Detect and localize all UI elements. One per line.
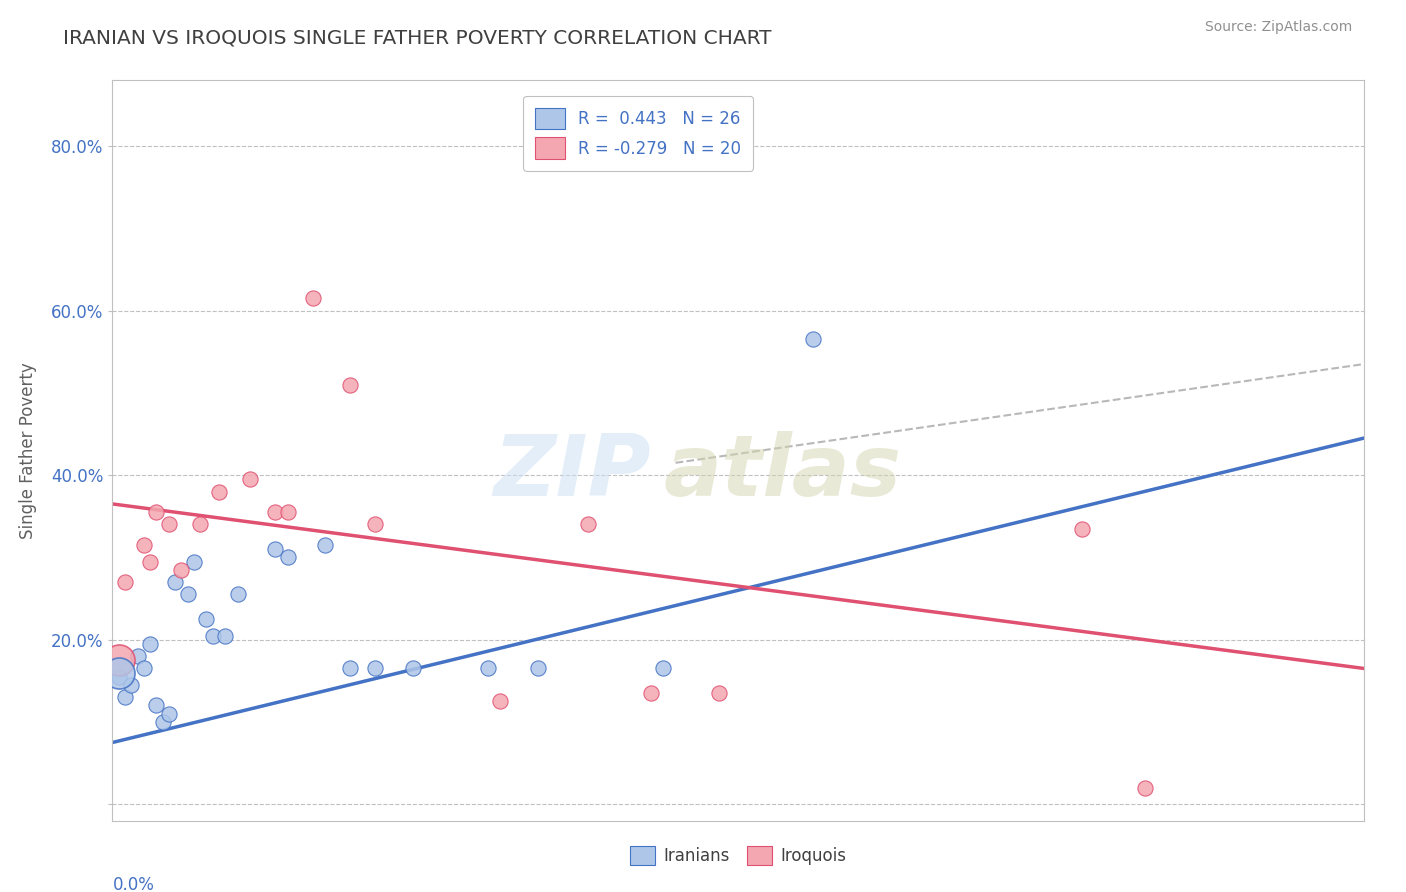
Point <box>364 661 387 675</box>
Point <box>114 690 136 705</box>
Point <box>183 554 205 569</box>
Text: ZIP: ZIP <box>494 431 651 514</box>
Point <box>132 661 155 675</box>
Text: Source: ZipAtlas.com: Source: ZipAtlas.com <box>1205 20 1353 34</box>
Point <box>107 670 129 684</box>
Point <box>1071 522 1094 536</box>
Point <box>640 686 662 700</box>
Point <box>157 706 180 721</box>
Point <box>277 550 299 565</box>
Point <box>214 628 236 642</box>
Point <box>120 678 142 692</box>
Point <box>107 653 129 667</box>
Point <box>127 649 149 664</box>
Point <box>339 661 361 675</box>
Point <box>157 517 180 532</box>
Point <box>527 661 550 675</box>
Point <box>195 612 218 626</box>
Point <box>208 484 231 499</box>
Point <box>402 661 425 675</box>
Point <box>576 517 599 532</box>
Point <box>132 538 155 552</box>
Y-axis label: Single Father Poverty: Single Father Poverty <box>20 362 37 539</box>
Point <box>1133 780 1156 795</box>
Point <box>170 563 193 577</box>
Point <box>188 517 211 532</box>
Point <box>114 575 136 590</box>
Point <box>301 291 323 305</box>
Point <box>314 538 336 552</box>
Point <box>145 698 167 713</box>
Legend: Iranians, Iroquois: Iranians, Iroquois <box>624 839 852 871</box>
Text: IRANIAN VS IROQUOIS SINGLE FATHER POVERTY CORRELATION CHART: IRANIAN VS IROQUOIS SINGLE FATHER POVERT… <box>63 29 772 47</box>
Point <box>652 661 675 675</box>
Point <box>489 694 512 708</box>
Point <box>477 661 499 675</box>
Point <box>264 542 287 557</box>
Point <box>709 686 731 700</box>
Point <box>339 377 361 392</box>
Point <box>163 575 186 590</box>
Point <box>139 637 162 651</box>
Point <box>145 505 167 519</box>
Point <box>277 505 299 519</box>
Point <box>264 505 287 519</box>
Point <box>201 628 224 642</box>
Point <box>239 472 262 486</box>
Text: 0.0%: 0.0% <box>112 876 155 892</box>
Point <box>364 517 387 532</box>
Point <box>139 554 162 569</box>
Point <box>801 333 824 347</box>
Text: atlas: atlas <box>664 431 901 514</box>
Point <box>226 587 249 601</box>
Point <box>176 587 198 601</box>
Point <box>152 714 174 729</box>
Point <box>107 665 129 680</box>
